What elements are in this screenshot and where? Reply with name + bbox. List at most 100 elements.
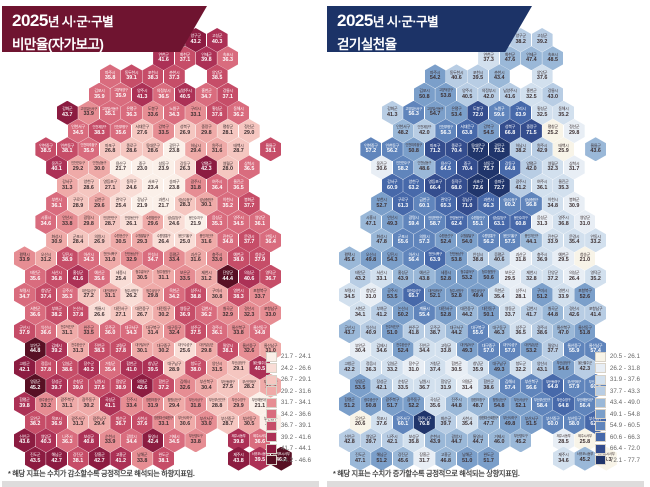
hex-region-value: 49.4 [472, 293, 484, 300]
hex-region-영천시: 영천시 33.9 [553, 282, 574, 307]
hex-region-춘천시: 춘천시 43.4 [488, 64, 510, 89]
hex-region-label: 중구 [138, 160, 146, 166]
hex-region-value: 38.2 [51, 312, 62, 319]
hex-region-label: 당진시 [387, 251, 398, 257]
hex-region-value: 60.9 [387, 184, 398, 191]
hex-region-성동구: 성동구 23.9 [153, 155, 175, 180]
hex-region-label: 구로구 [397, 197, 409, 203]
hex-region-label: 고양일산서구 [405, 106, 422, 111]
hex-region-동대문구: 동대문구 28.6 [142, 137, 164, 162]
hex-region-수원권선구: 수원권선구 52.4 [435, 228, 457, 253]
hex-region-label: 대구달성군 [524, 343, 539, 348]
hex-region-보성군: 보성군 40.8 [78, 428, 100, 453]
hex-region-고령군: 고령군 33.8 [435, 337, 457, 362]
hex-region-label: 음성군 [212, 215, 223, 221]
hex-region-value: 41.6 [72, 275, 84, 282]
legend-row: 26.7 - 29.1 [265, 374, 311, 385]
hex-region-value: 28.6 [126, 148, 137, 155]
hex-region-label: 제주시동부 [556, 434, 571, 439]
hex-region-label: 시흥시 [40, 215, 51, 221]
hex-region-value: 47.0 [558, 330, 569, 337]
hex-region-label: 대전중구 [135, 306, 149, 312]
hex-region-label: 논산시 [72, 306, 84, 312]
hex-region-value: 35.8 [408, 439, 419, 446]
hex-region-양주시: 양주시 40.5 [456, 82, 478, 107]
hex-region-value: 48.7 [472, 402, 484, 409]
hex-region-label: 성동구 [158, 160, 169, 166]
hex-region-value: 41.8 [408, 330, 419, 337]
hex-region-동해시: 동해시 35.2 [553, 100, 574, 125]
hex-region-청양군: 청양군 37.4 [35, 282, 57, 307]
hex-region-value: 70.4 [451, 148, 462, 155]
hex-region-의령군: 의령군 31.4 [456, 373, 478, 398]
hex-region-대구달서구: 대구달서구 30.1 [131, 337, 153, 362]
hex-region-무주군: 무주군 38.7 [424, 319, 446, 344]
hex-region-label: 창원성산구 [167, 397, 182, 402]
hex-region-제주시동부: 제주시동부 28.5 [553, 428, 574, 453]
hex-region-value: 26.9 [94, 239, 105, 246]
hex-region-임실군: 임실군 38.6 [56, 355, 78, 380]
hex-region-보령시: 보령시 34.5 [339, 282, 360, 307]
hex-region-통영시: 통영시 44.7 [467, 428, 489, 453]
hex-region-label: 정선군 [569, 124, 580, 130]
hex-region-대구중구: 대구중구 30.2 [153, 337, 175, 362]
hex-region-청주서원구: 청주서원구 26.2 [121, 282, 142, 307]
hex-region-label: 대전서구 [114, 306, 128, 312]
hex-region-value: 33.9 [104, 439, 116, 446]
hex-region-label: 서대문구 [460, 124, 474, 130]
hex-region-영덕군: 영덕군 35.2 [585, 264, 607, 289]
hex-region-고양일산동구: 고양일산동구 35.1 [99, 100, 121, 125]
hex-region-label: 광주남구 [417, 415, 432, 421]
hex-region-함평군: 함평군 39.8 [14, 392, 35, 416]
hex-region-value: 34.1 [354, 312, 366, 319]
hex-region-동작구: 동작구 24.6 [121, 173, 142, 198]
hex-region-label: 임실군 [62, 361, 73, 367]
hex-region-label: 광진구 [494, 142, 505, 148]
hex-region-포항남구: 포항남구 41.4 [585, 301, 607, 325]
legend-label: 29.2 - 31.6 [280, 387, 311, 395]
hex-region-포천시: 포천시 39.5 [467, 64, 489, 89]
hex-region-value: 36.5 [243, 166, 255, 173]
hex-region-label: 사천시 [462, 415, 473, 421]
hex-region-label: 부산영도구 [188, 434, 203, 439]
hex-region-value: 43.0 [547, 93, 559, 100]
hex-region-value: 64.8 [547, 384, 559, 391]
hex-region-value: 34.5 [72, 130, 84, 137]
hex-region-원주시: 원주시 31.6 [206, 137, 228, 162]
hex-region-label: 김포시 [94, 88, 105, 94]
hex-region-label: 나주시 [387, 433, 398, 439]
hex-region-label: 대구서구 [124, 324, 139, 330]
hex-region-label: 청양군 [365, 288, 376, 294]
hex-region-나주시: 나주시 42.1 [381, 428, 403, 453]
hex-region-value: 38.5 [211, 75, 223, 82]
hex-region-value: 28.9 [169, 366, 180, 373]
hex-region-value: 45.2 [29, 384, 41, 391]
hex-region-label: 광주북구 [385, 397, 400, 403]
hex-region-시흥시: 시흥시 47.1 [360, 210, 382, 234]
hex-region-value: 37.7 [243, 239, 255, 246]
hex-region-고령군: 고령군 37.8 [110, 337, 132, 362]
hex-region-청주서원구: 청주서원구 52.8 [446, 282, 467, 307]
hex-region-서천군: 서천군 36.6 [24, 301, 46, 325]
hex-region-label: 금천구 [419, 197, 430, 203]
hex-region-장수군: 장수군 40.2 [78, 355, 100, 380]
hex-region-label: 연천군 [158, 51, 169, 57]
hex-region-value: 47.8 [376, 239, 387, 246]
hex-region-인천미추홀구: 인천미추홀구 35.9 [78, 137, 100, 162]
hex-region-청송군: 청송군 21.0 [574, 246, 596, 271]
hex-region-label: 태백시 [558, 142, 569, 148]
hex-region-label: 남원시 [94, 379, 105, 385]
hex-region-label: 고양덕양구 [438, 88, 453, 93]
hex-region-광주남구: 광주남구 76.8 [413, 410, 435, 435]
legend-row: 31.9 - 37.6 [594, 374, 640, 385]
hex-region-수원영통구: 수원영통구 26.4 [153, 228, 175, 253]
hex-region-label: 부여군 [51, 306, 62, 312]
hex-region-label: 전주완산구 [396, 343, 410, 348]
hex-region-부산동구: 부산동구 58.0 [563, 410, 585, 435]
hex-region-value: 38.1 [222, 348, 234, 355]
hex-region-value: 34.4 [419, 348, 430, 355]
hex-region-성북구: 성북구 66.8 [499, 119, 521, 143]
hex-region-value: 35.4 [461, 421, 473, 428]
hex-region-value: 56.2 [483, 238, 494, 245]
hex-region-익산시: 익산시 36.6 [35, 319, 57, 344]
